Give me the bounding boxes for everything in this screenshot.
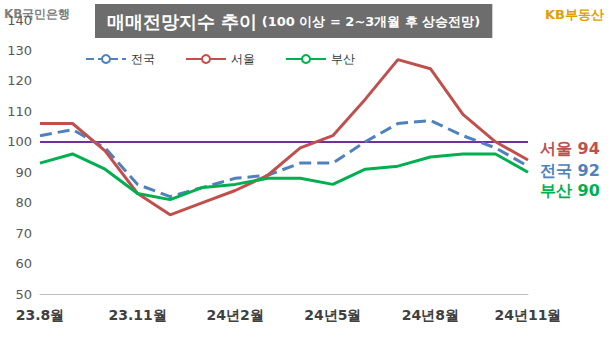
svg-text:50: 50 (15, 287, 32, 302)
svg-text:24년2월: 24년2월 (207, 307, 264, 323)
svg-text:110: 110 (7, 104, 32, 119)
svg-text:전국: 전국 (131, 52, 155, 66)
svg-text:24년8월: 24년8월 (402, 307, 459, 323)
svg-text:(100 이상 = 2~3개월 후 상승전망): (100 이상 = 2~3개월 후 상승전망) (257, 14, 480, 29)
svg-text:24년11월: 24년11월 (495, 307, 562, 323)
svg-text:KB국민은행: KB국민은행 (4, 7, 71, 21)
svg-text:23.8월: 23.8월 (16, 307, 65, 323)
svg-text:서울 94: 서울 94 (540, 139, 600, 158)
svg-text:KB부동산: KB부동산 (545, 7, 604, 22)
svg-text:23.11월: 23.11월 (108, 307, 166, 323)
svg-text:140: 140 (7, 13, 32, 28)
svg-text:120: 120 (7, 73, 32, 88)
svg-text:70: 70 (15, 226, 32, 241)
svg-text:24년5월: 24년5월 (304, 307, 361, 323)
svg-text:매매전망지수 추이: 매매전망지수 추이 (107, 11, 257, 32)
svg-text:90: 90 (15, 165, 32, 180)
svg-text:부산: 부산 (331, 52, 355, 66)
svg-text:80: 80 (15, 195, 32, 210)
svg-text:130: 130 (7, 43, 32, 58)
svg-text:60: 60 (15, 256, 32, 271)
svg-text:전국 92: 전국 92 (540, 161, 600, 180)
svg-text:서울: 서울 (231, 52, 255, 66)
svg-text:100: 100 (7, 134, 32, 149)
svg-text:부산 90: 부산 90 (540, 181, 600, 200)
